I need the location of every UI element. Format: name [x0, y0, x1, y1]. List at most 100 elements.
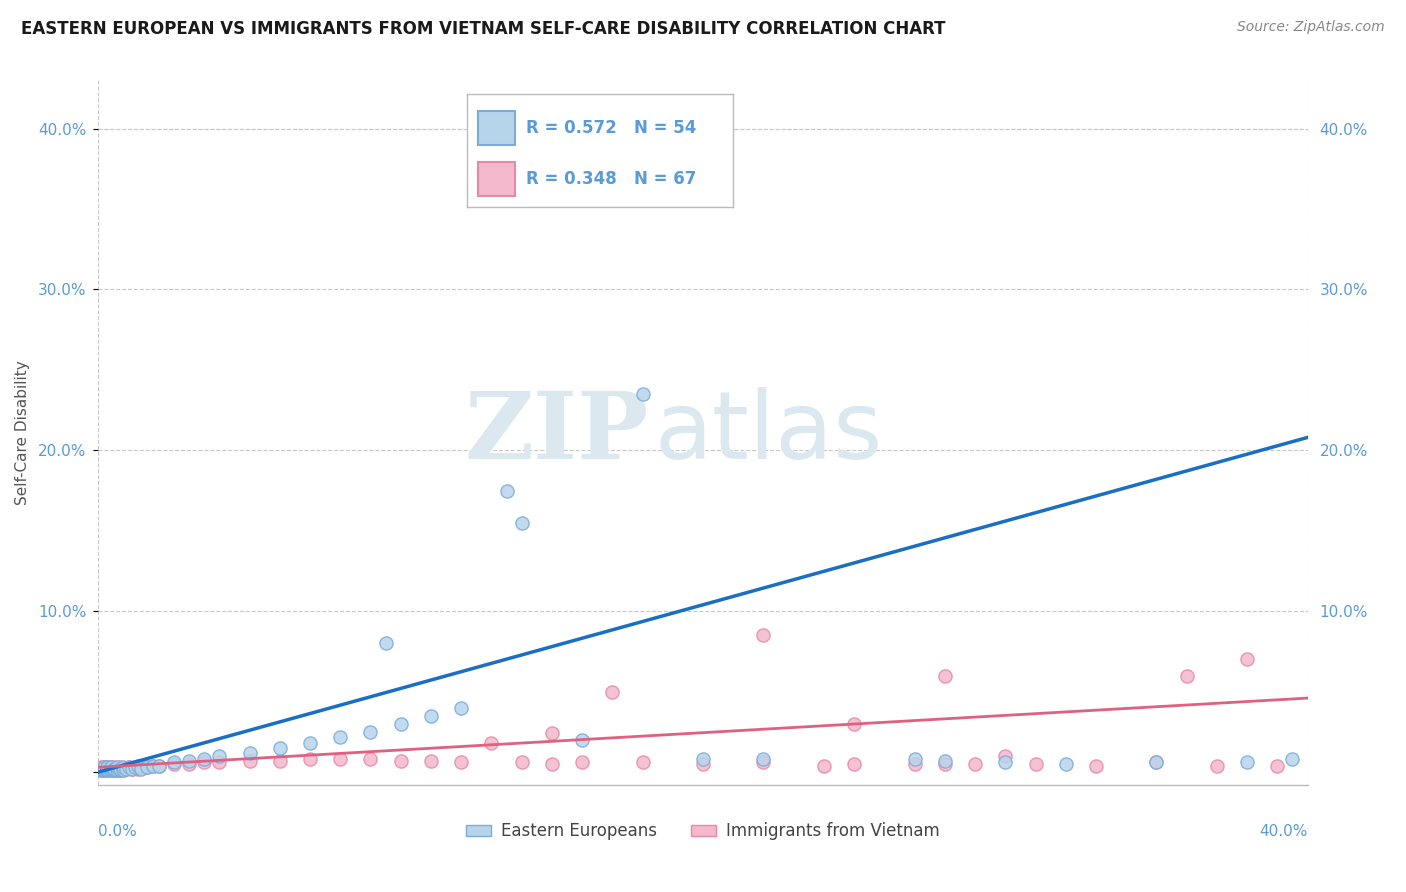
Point — [118, 760, 141, 774]
Point — [904, 757, 927, 772]
Point — [90, 760, 112, 774]
Point — [994, 749, 1017, 764]
Point — [631, 756, 654, 770]
Point — [813, 758, 835, 772]
Point — [135, 760, 157, 774]
Point — [96, 760, 118, 774]
Point — [269, 741, 291, 756]
Point — [1281, 752, 1303, 766]
Point — [1236, 652, 1258, 666]
Point — [934, 668, 956, 682]
Point — [135, 760, 157, 774]
Point — [114, 762, 136, 776]
Point — [934, 757, 956, 772]
Point — [208, 749, 231, 764]
Point — [111, 764, 134, 778]
Point — [239, 746, 262, 760]
Point — [100, 762, 122, 776]
Point — [420, 754, 443, 768]
Point — [103, 764, 125, 778]
Point — [1054, 757, 1077, 772]
Point — [100, 760, 122, 774]
Point — [752, 756, 775, 770]
Point — [420, 708, 443, 723]
Point — [100, 760, 122, 774]
Y-axis label: Self-Care Disability: Self-Care Disability — [15, 360, 30, 505]
Point — [100, 764, 122, 778]
Point — [1144, 756, 1167, 770]
Point — [96, 760, 118, 774]
Point — [510, 516, 533, 530]
Point — [127, 758, 149, 772]
Point — [571, 732, 593, 747]
Point — [752, 628, 775, 642]
Point — [389, 754, 412, 768]
Point — [299, 752, 322, 766]
Point — [105, 764, 128, 778]
Point — [1144, 756, 1167, 770]
Point — [1024, 757, 1046, 772]
Point — [163, 757, 186, 772]
Point — [450, 756, 472, 770]
Text: Source: ZipAtlas.com: Source: ZipAtlas.com — [1237, 20, 1385, 34]
Point — [844, 716, 866, 731]
Point — [142, 758, 165, 772]
Point — [93, 762, 115, 776]
Point — [1085, 758, 1108, 772]
Point — [105, 762, 128, 776]
Point — [148, 758, 170, 772]
Point — [103, 762, 125, 776]
Point — [193, 756, 215, 770]
Point — [602, 684, 624, 698]
Point — [540, 726, 562, 740]
Point — [360, 724, 382, 739]
Point — [148, 758, 170, 772]
Point — [571, 756, 593, 770]
Point — [108, 764, 131, 778]
Point — [752, 752, 775, 766]
Point — [389, 716, 412, 731]
Point — [510, 756, 533, 770]
Point — [179, 757, 201, 772]
Point — [121, 762, 143, 776]
Point — [93, 764, 115, 778]
Point — [96, 764, 118, 778]
Point — [121, 762, 143, 776]
Point — [90, 764, 112, 778]
Point — [124, 760, 146, 774]
Point — [103, 764, 125, 778]
Point — [127, 762, 149, 776]
Point — [1175, 668, 1198, 682]
Point — [96, 762, 118, 776]
Text: atlas: atlas — [655, 386, 883, 479]
Point — [124, 760, 146, 774]
Point — [934, 754, 956, 768]
Point — [108, 760, 131, 774]
Point — [111, 760, 134, 774]
Point — [100, 762, 122, 776]
Point — [118, 760, 141, 774]
Point — [299, 736, 322, 750]
Point — [103, 762, 125, 776]
Text: 40.0%: 40.0% — [1260, 823, 1308, 838]
Point — [108, 764, 131, 778]
Point — [692, 757, 714, 772]
Point — [1236, 756, 1258, 770]
Point — [105, 764, 128, 778]
Point — [93, 760, 115, 774]
Point — [193, 752, 215, 766]
Point — [329, 730, 352, 744]
Text: EASTERN EUROPEAN VS IMMIGRANTS FROM VIETNAM SELF-CARE DISABILITY CORRELATION CHA: EASTERN EUROPEAN VS IMMIGRANTS FROM VIET… — [21, 20, 946, 37]
Point — [100, 764, 122, 778]
Point — [108, 762, 131, 776]
Point — [111, 764, 134, 778]
Point — [93, 764, 115, 778]
Point — [90, 762, 112, 776]
Point — [239, 754, 262, 768]
Point — [844, 757, 866, 772]
Point — [360, 752, 382, 766]
Point — [994, 756, 1017, 770]
Point — [111, 762, 134, 776]
Point — [93, 760, 115, 774]
Point — [1206, 758, 1229, 772]
